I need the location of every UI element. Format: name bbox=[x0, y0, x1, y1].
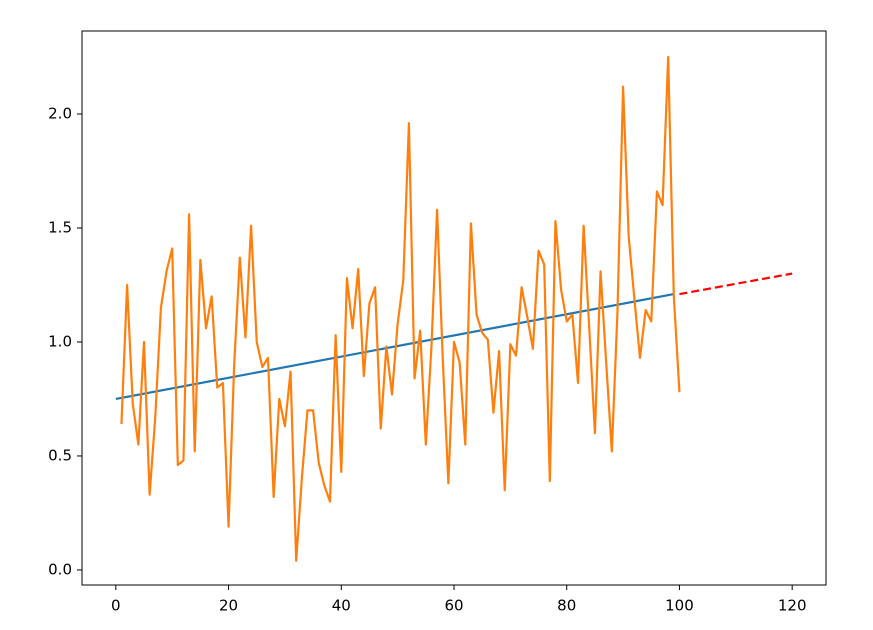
y-tick-label: 2.0 bbox=[48, 104, 72, 122]
x-tick-label: 0 bbox=[111, 597, 121, 615]
x-tick-label: 60 bbox=[444, 597, 463, 615]
data-line bbox=[120, 55, 681, 562]
y-tick-label: 1.5 bbox=[48, 218, 72, 236]
x-tick-label: 40 bbox=[332, 597, 351, 615]
data-line bbox=[679, 272, 793, 296]
x-tick-label: 20 bbox=[219, 597, 238, 615]
plot-frame bbox=[81, 30, 827, 586]
y-tick-label: 0.5 bbox=[48, 446, 72, 464]
x-tick-label: 80 bbox=[557, 597, 576, 615]
y-tick-label: 1.0 bbox=[48, 332, 72, 350]
y-tick-label: 0.0 bbox=[48, 560, 72, 578]
x-tick-label: 100 bbox=[665, 597, 694, 615]
x-tick-label: 120 bbox=[778, 597, 807, 615]
